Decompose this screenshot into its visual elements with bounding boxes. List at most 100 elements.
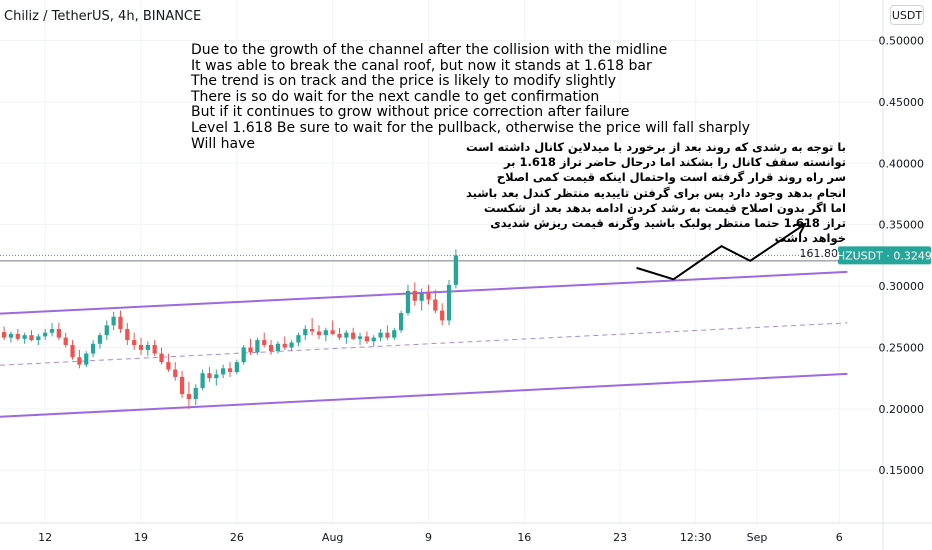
candle-down	[310, 329, 315, 332]
candle-down	[1, 332, 7, 338]
candle-down	[433, 299, 438, 311]
price-tick-label: 0.30000	[879, 280, 925, 293]
time-tick-label: 6	[836, 531, 843, 544]
time-tick-label: 26	[230, 531, 244, 544]
candle-down	[70, 344, 75, 358]
fib-level-line[interactable]	[0, 254, 883, 262]
candle-down	[227, 368, 233, 372]
candle-down	[248, 347, 253, 353]
annotation-english[interactable]: Due to the growth of the channel after t…	[191, 42, 751, 152]
candle-down	[63, 337, 68, 345]
candle-down	[173, 369, 178, 377]
candle-down	[179, 376, 185, 395]
candle-down	[268, 344, 274, 352]
time-tick-label: 16	[517, 531, 531, 544]
candle-down	[159, 353, 164, 363]
annotation-persian[interactable]: با توجه به رشدی که روند بعد از برخورد با…	[466, 140, 846, 246]
candle-up	[234, 362, 239, 372]
time-tick-label: Aug	[322, 531, 343, 544]
candle-up	[453, 255, 458, 285]
candle-up	[36, 336, 41, 341]
candle-up	[84, 353, 89, 365]
fib-level-label-bg	[808, 245, 840, 259]
time-tick-label: 19	[134, 531, 148, 544]
channel-midline[interactable]	[0, 322, 848, 366]
price-axis[interactable]: 0.50000 0.45000 0.40000 0.35000 0.30000 0.250…	[879, 35, 925, 478]
time-tick-label: 12	[38, 531, 52, 544]
candle-up	[90, 343, 96, 354]
price-tick-label: 0.15000	[879, 464, 925, 477]
candle-up	[8, 333, 14, 338]
candle-up	[97, 335, 103, 344]
candle-up	[255, 340, 260, 353]
channel-upper-line[interactable]	[0, 270, 848, 315]
candle-down	[77, 357, 82, 365]
price-tick-label: 0.20000	[879, 403, 925, 416]
projection-path[interactable]	[636, 222, 807, 281]
candle-down	[56, 329, 61, 338]
chart-title: Chiliz / TetherUS, 4h, BINANCE	[4, 9, 202, 24]
time-tick-label: Sep	[747, 531, 768, 544]
candle-down	[138, 344, 144, 350]
candle-up	[303, 329, 308, 336]
candle-up	[392, 330, 397, 338]
candle-down	[412, 290, 417, 301]
candle-up	[241, 347, 246, 363]
price-tick-label: 0.45000	[879, 96, 925, 109]
candle-up	[323, 330, 328, 336]
candle-up	[43, 332, 48, 337]
price-tick-label: 0.50000	[879, 35, 925, 48]
channel-lines[interactable]	[0, 270, 848, 418]
candle-down	[364, 336, 370, 342]
price-tag-bg	[838, 246, 931, 265]
projection-arrow-head	[793, 222, 807, 235]
candle-down	[282, 343, 287, 348]
candle-down	[316, 331, 322, 336]
candle-up	[22, 335, 27, 339]
candle-up	[214, 374, 219, 379]
price-tags: 161.80 CHZUSDT · 0.32494	[800, 245, 932, 265]
candle-up	[193, 387, 198, 400]
fib-level-label: 161.80	[800, 247, 839, 260]
candle-up	[275, 343, 281, 352]
candle-up	[419, 293, 424, 301]
candle-up	[405, 290, 411, 314]
candle-down	[440, 310, 445, 321]
candle-down	[132, 340, 137, 345]
candle-down	[166, 362, 171, 370]
candle-down	[118, 316, 123, 330]
candle-down	[330, 330, 335, 334]
candle-up	[145, 344, 150, 350]
time-tick-label: 23	[613, 531, 627, 544]
candle-up	[104, 325, 109, 336]
candle-down	[337, 333, 342, 338]
currency-button[interactable]: USDT	[890, 5, 924, 25]
candle-down	[207, 373, 212, 379]
price-tick-label: 0.40000	[879, 157, 925, 170]
candle-up	[111, 316, 116, 326]
candle-down	[426, 293, 431, 300]
candle-up	[398, 313, 404, 331]
time-axis[interactable]: 12 19 26 Aug 9 16 23 12:30 Sep 6	[38, 531, 843, 544]
candle-down	[385, 332, 390, 338]
candle-down	[262, 340, 267, 345]
price-tick-label: 0.25000	[879, 341, 925, 354]
candle-up	[378, 332, 383, 338]
time-tick-label: 12:30	[680, 531, 712, 544]
candle-up	[296, 335, 301, 343]
channel-lower-line[interactable]	[0, 372, 848, 418]
candle-up	[289, 342, 294, 348]
candle-down	[15, 333, 20, 339]
price-tick-label: 0.35000	[879, 219, 925, 232]
candle-down	[152, 344, 157, 354]
projection-zigzag[interactable]	[636, 223, 806, 281]
candle-up	[200, 373, 205, 388]
candle-down	[186, 394, 192, 400]
candle-down	[351, 332, 356, 339]
price-tag-label: CHZUSDT · 0.32494	[829, 249, 932, 262]
candle-series	[1, 249, 458, 409]
candle-up	[49, 329, 55, 333]
candle-up	[371, 337, 376, 342]
candle-down	[29, 335, 34, 341]
